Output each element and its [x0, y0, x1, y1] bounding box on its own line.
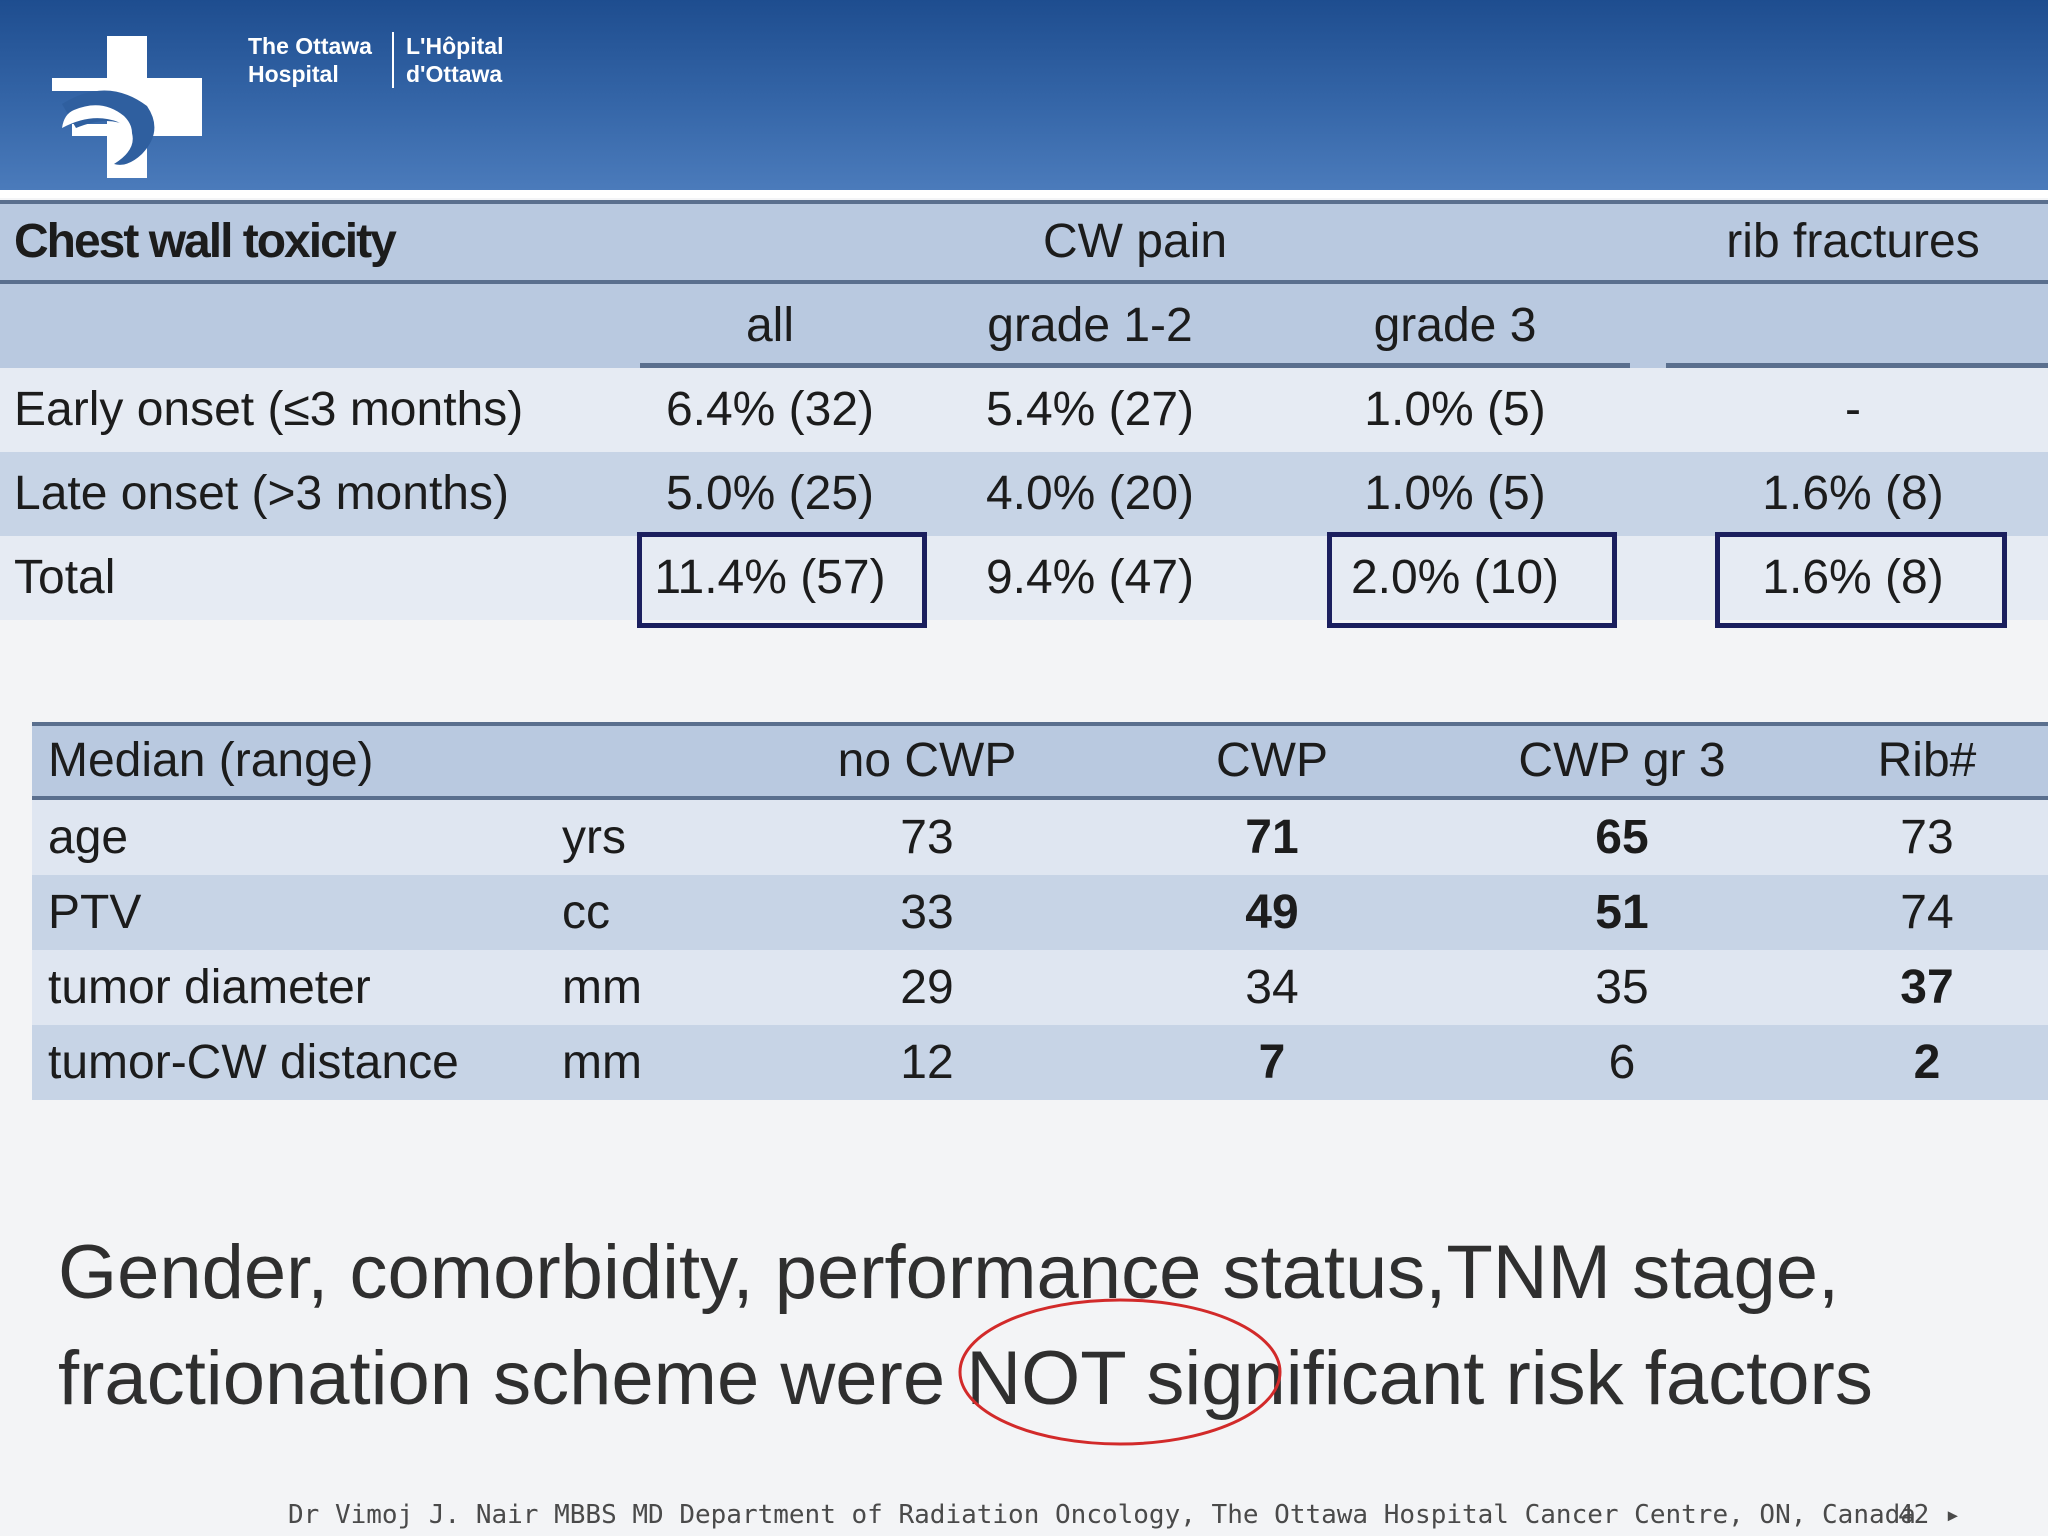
cell-value: 33	[900, 886, 954, 939]
col-header: no CWP	[837, 734, 1017, 787]
brand-fr-line2: d'Ottawa	[406, 61, 503, 87]
cell-value: 71	[1245, 811, 1299, 864]
cell-grade-3: 1.0% (5)	[1364, 467, 1546, 520]
table-header-row: Median (range) no CWP CWP CWP gr 3 Rib#	[32, 722, 2048, 800]
highlight-box-total-grade-3	[1327, 532, 1617, 628]
ottawa-hospital-cross-logo-icon	[52, 36, 202, 178]
cell-grade-3: 2.0% (10)	[1350, 551, 1560, 604]
table-row: tumor diameter mm 29 34 35 37	[32, 950, 2048, 1025]
brand-fr-line1: L'Hôpital	[406, 33, 504, 59]
col-header: CWP	[1216, 734, 1328, 787]
cell-rib: 1.6% (8)	[1762, 467, 1944, 520]
col-header: CWP gr 3	[1518, 734, 1726, 787]
header-cw-pain: CW pain	[1042, 215, 1228, 268]
row-label: age	[48, 811, 129, 864]
row-unit: cc	[562, 886, 610, 939]
brand-en-line1: The Ottawa	[248, 33, 372, 59]
header-banner: The Ottawa Hospital L'Hôpital d'Ottawa	[0, 0, 2048, 190]
table-row: PTV cc 33 49 51 74	[32, 875, 2048, 950]
row-label: tumor-CW distance	[48, 1036, 459, 1089]
row-label: Total	[14, 551, 116, 604]
cell-value: 51	[1595, 886, 1649, 939]
brand-en-line2: Hospital	[248, 61, 339, 87]
cell-value: 74	[1900, 886, 1954, 939]
cell-value: 7	[1258, 1036, 1286, 1089]
cell-value: 6	[1608, 1036, 1636, 1089]
cell-rib: 1.6% (8)	[1762, 551, 1944, 604]
table-row: tumor-CW distance mm 12 7 6 2	[32, 1025, 2048, 1100]
cell-value: 37	[1900, 961, 1954, 1014]
cell-value: 49	[1245, 886, 1299, 939]
subheader-grade-1-2: grade 1-2	[987, 299, 1193, 352]
cell-value: 34	[1245, 961, 1299, 1014]
header-divider	[0, 190, 2048, 198]
cw-pain-underline	[640, 363, 1630, 368]
statement-line-1: Gender, comorbidity, performance status,…	[58, 1230, 1840, 1315]
highlight-box-total-all	[637, 532, 927, 628]
table-row-total: Total 11.4% (57) 9.4% (47) 2.0% (10) 1.6…	[0, 536, 2048, 620]
table-row: age yrs 73 71 65 73	[32, 800, 2048, 875]
col-header: Rib#	[1877, 734, 1977, 787]
table-title: Chest wall toxicity	[14, 215, 397, 268]
table-header-row: Chest wall toxicity CW pain rib fracture…	[0, 200, 2048, 284]
highlight-box-total-rib	[1715, 532, 2007, 628]
cell-grade-1-2: 5.4% (27)	[985, 383, 1195, 436]
table-row: Late onset (>3 months) 5.0% (25) 4.0% (2…	[0, 452, 2048, 536]
table-title: Median (range)	[48, 734, 374, 787]
cell-all: 5.0% (25)	[665, 467, 875, 520]
cell-value: 35	[1595, 961, 1649, 1014]
cell-all: 6.4% (32)	[665, 383, 875, 436]
row-label: Early onset (≤3 months)	[14, 383, 524, 436]
cell-value: 2	[1913, 1036, 1941, 1089]
row-label: PTV	[48, 886, 142, 939]
row-unit: mm	[562, 1036, 642, 1089]
cell-value: 65	[1595, 811, 1649, 864]
table-row: Early onset (≤3 months) 6.4% (32) 5.4% (…	[0, 368, 2048, 452]
cell-grade-1-2: 9.4% (47)	[985, 551, 1195, 604]
subheader-all: all	[745, 299, 795, 352]
cell-grade-1-2: 4.0% (20)	[985, 467, 1195, 520]
slide-footer-credit: Dr Vimoj J. Nair MBBS MD Department of R…	[288, 1500, 1916, 1530]
subheader-grade-3: grade 3	[1373, 299, 1537, 352]
cell-value: 73	[1900, 811, 1954, 864]
cell-grade-3: 1.0% (5)	[1364, 383, 1546, 436]
table-subheader-row: all grade 1-2 grade 3	[0, 284, 2048, 368]
cell-value: 12	[900, 1036, 954, 1089]
cell-value: 73	[900, 811, 954, 864]
rib-underline	[1666, 363, 2048, 368]
header-rib-fractures: rib fractures	[1726, 215, 1980, 268]
cell-all: 11.4% (57)	[654, 551, 886, 604]
statement-line-2: fractionation scheme were NOT significan…	[58, 1336, 1873, 1421]
conclusion-statement: Gender, comorbidity, performance status,…	[58, 1220, 1873, 1432]
row-unit: yrs	[562, 811, 626, 864]
slide-page-number: 42 ▸	[1898, 1500, 1961, 1530]
row-label: Late onset (>3 months)	[14, 467, 509, 520]
row-unit: mm	[562, 961, 642, 1014]
cell-rib: -	[1845, 383, 1861, 436]
row-label: tumor diameter	[48, 961, 371, 1014]
cell-value: 29	[900, 961, 954, 1014]
